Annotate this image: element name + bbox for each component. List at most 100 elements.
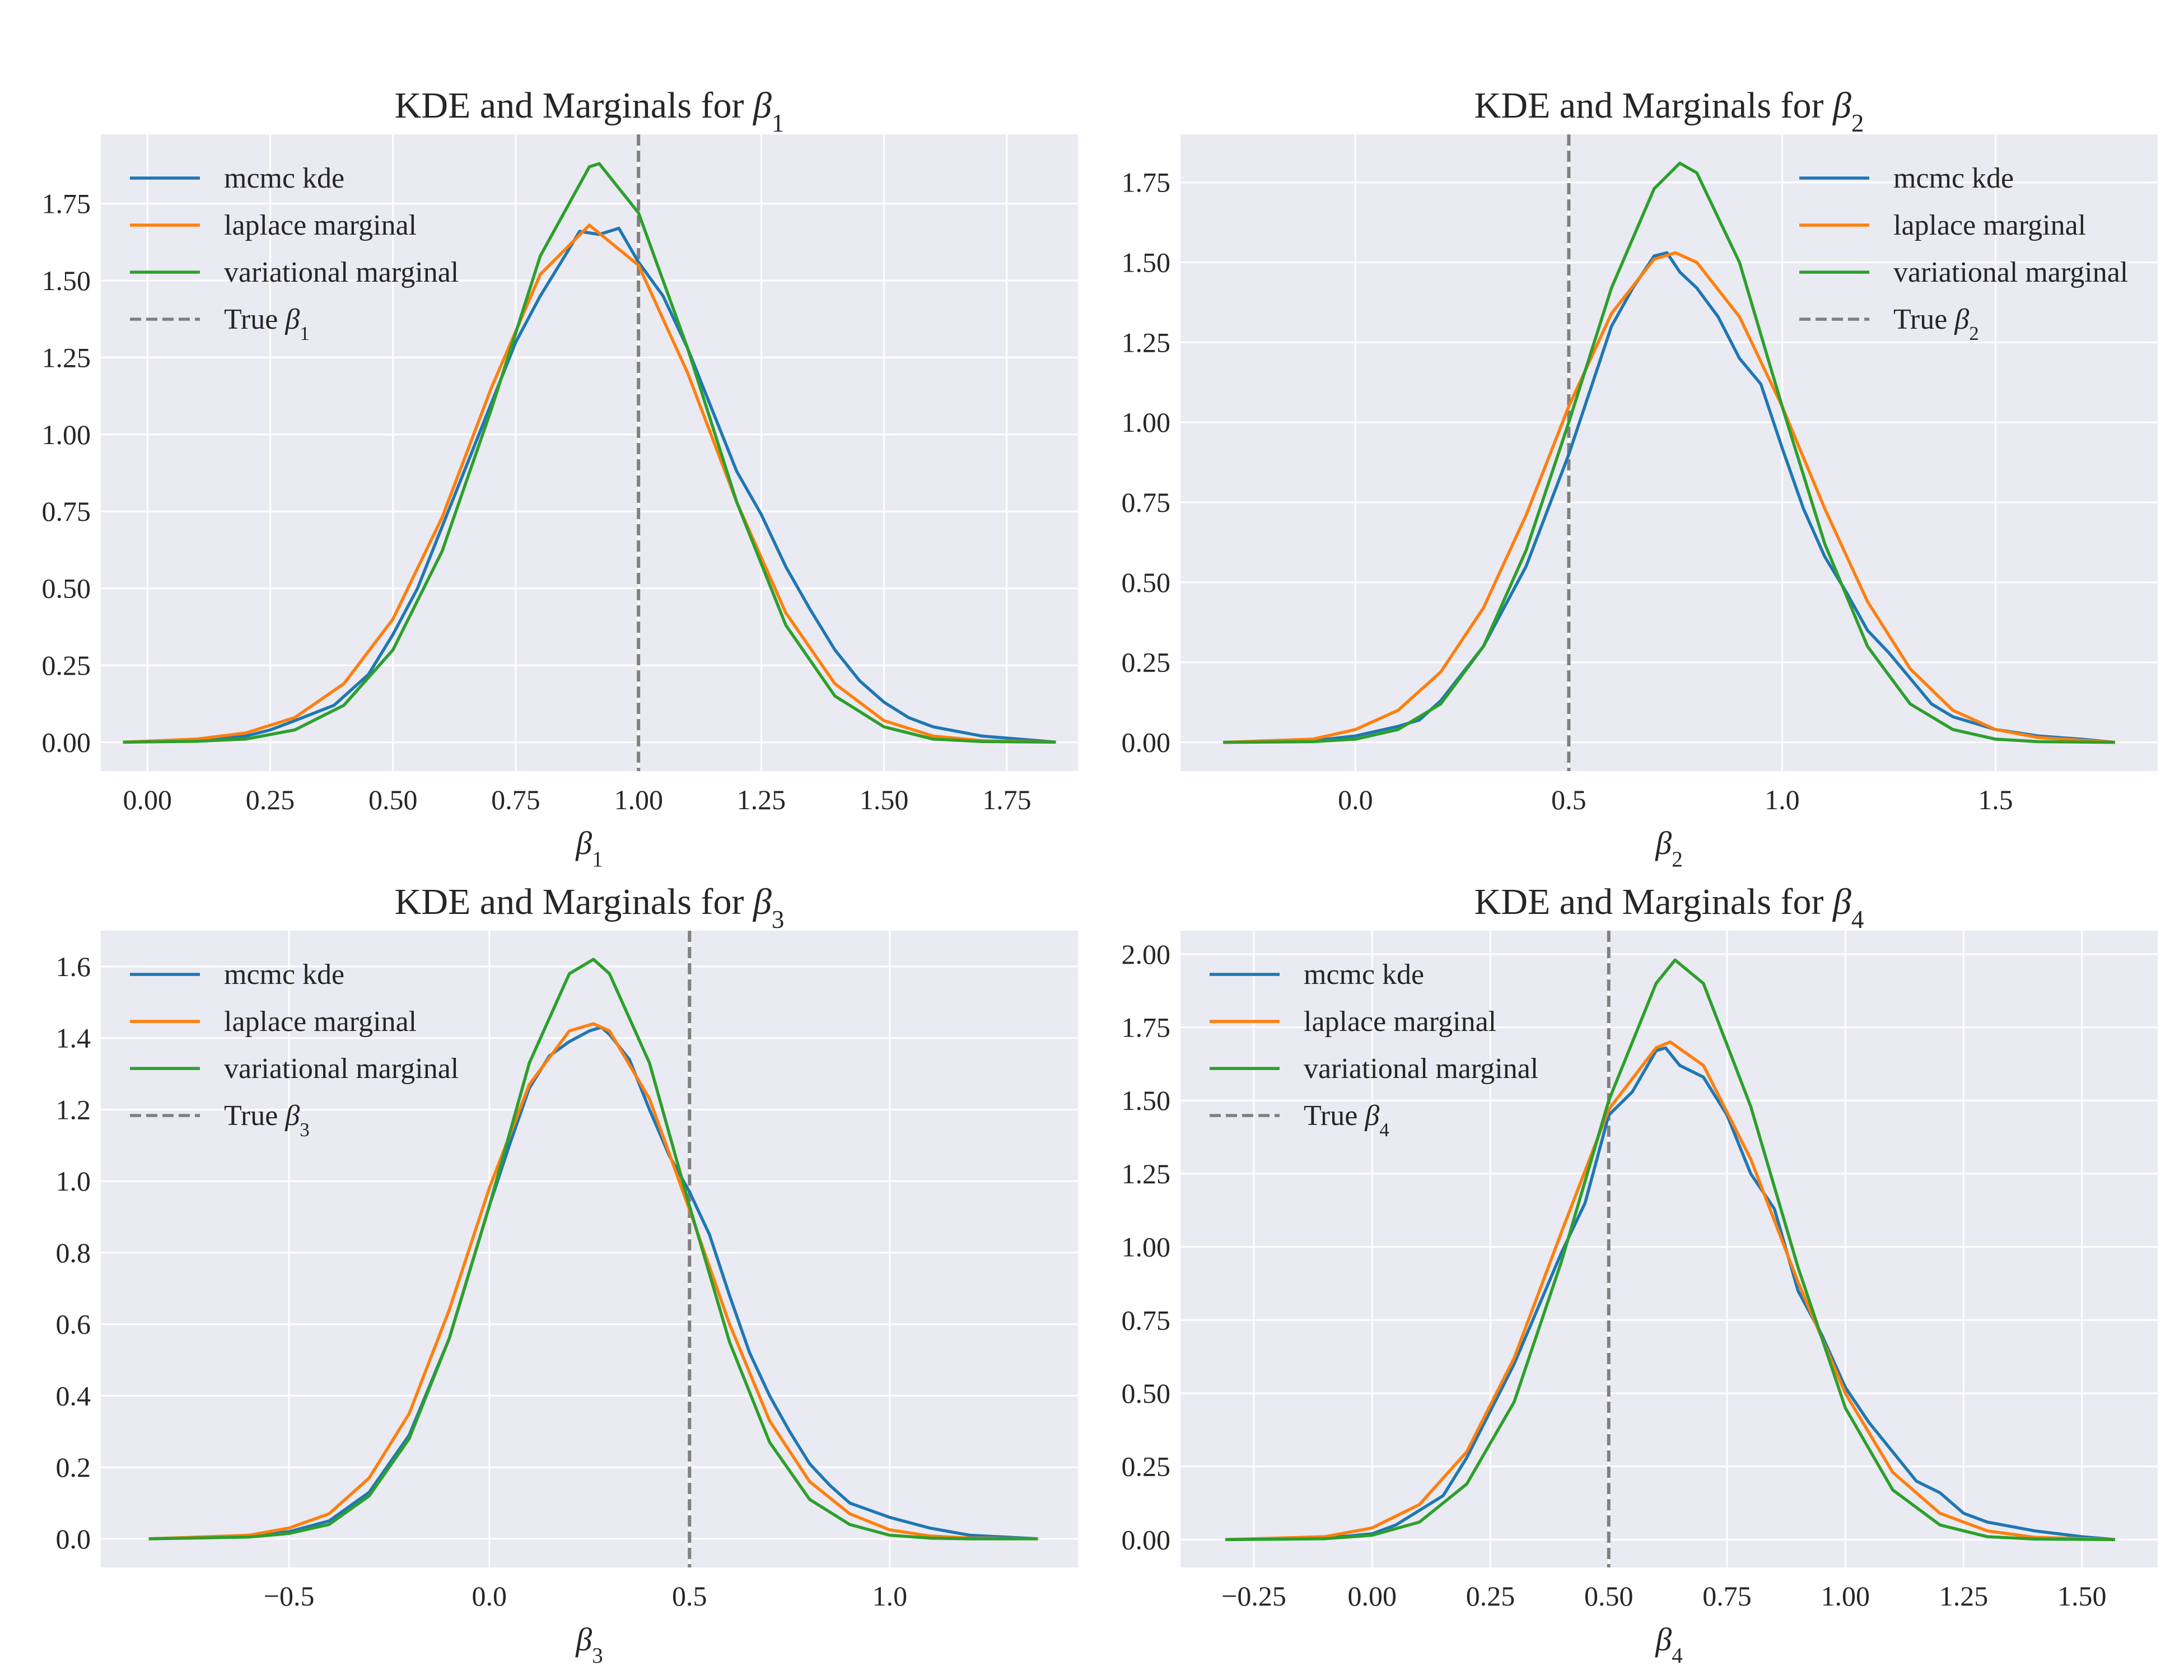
series-line-variational-marginal <box>148 958 1038 1541</box>
y-tick-label: 0.0 <box>56 1523 91 1555</box>
x-tick-label: 1.50 <box>860 784 909 815</box>
y-tick-label: 1.50 <box>1122 1085 1171 1116</box>
legend-label: laplace marginal <box>224 1006 417 1038</box>
y-tick-label: 0.75 <box>1122 1304 1171 1336</box>
x-axis-label: β2 <box>1655 825 1682 871</box>
beta-symbol: β <box>284 304 300 335</box>
legend-label: variational marginal <box>1893 256 2128 288</box>
y-tick-label: 0.00 <box>1122 1524 1171 1555</box>
chart-panel-3: 0.0 0.2 0.4 0.6 0.8 1.0 1.2 1.4 1.6 −0.5 0.0 0.5 1.0… <box>56 881 1078 1668</box>
beta-subscript: 2 <box>1851 109 1864 137</box>
x-tick-label: 0.5 <box>1551 784 1586 815</box>
x-tick-label: 1.50 <box>2057 1580 2107 1612</box>
y-tick-label: 1.6 <box>56 951 91 982</box>
x-tick-label: 1.00 <box>614 784 663 815</box>
label-prefix: True <box>1893 304 1954 335</box>
x-tick-label: −0.5 <box>264 1580 315 1612</box>
legend-label: variational marginal <box>224 256 459 288</box>
beta-subscript: 2 <box>1969 323 1979 344</box>
x-tick-label: 1.0 <box>1765 784 1800 815</box>
label-prefix: KDE and Marginals for <box>395 85 753 126</box>
beta-symbol: β <box>1655 1621 1672 1658</box>
y-tick-label: 1.0 <box>56 1165 91 1197</box>
series-line-laplace-marginal <box>1223 251 2115 744</box>
y-tick-label: 1.75 <box>1122 1012 1171 1043</box>
beta-subscript: 1 <box>300 323 310 344</box>
y-tick-label: 0.25 <box>1122 647 1171 678</box>
chart-panel-4: 0.00 0.25 0.50 0.75 1.00 1.25 1.50 1.75 2.00 −0.2… <box>1122 881 2158 1668</box>
y-tick-label: 0.4 <box>56 1380 91 1411</box>
x-tick-label: 1.75 <box>982 784 1032 815</box>
x-tick-label: 1.25 <box>737 784 786 815</box>
x-tick-label: −0.25 <box>1221 1580 1286 1612</box>
legend-label: laplace marginal <box>1893 209 2086 241</box>
beta-subscript: 3 <box>592 1644 603 1668</box>
beta-symbol: β <box>1832 881 1851 922</box>
beta-symbol: β <box>284 1100 300 1132</box>
chart-panels: 0.00 0.25 0.50 0.75 1.00 1.25 1.50 1.75 0.00 0.25… <box>42 85 2158 1668</box>
y-tick-label: 1.75 <box>42 188 91 220</box>
label-prefix: KDE and Marginals for <box>395 881 753 922</box>
beta-symbol: β <box>575 825 592 861</box>
legend-label: mcmc kde <box>224 162 344 194</box>
plot-area <box>101 931 1078 1567</box>
y-tick-label: 1.50 <box>42 265 91 296</box>
beta-symbol: β <box>575 1621 592 1658</box>
label-prefix: True <box>1304 1100 1365 1132</box>
y-tick-label: 0.00 <box>1122 727 1171 758</box>
legend-label: True β2 <box>1893 304 1979 344</box>
y-tick-label: 0.00 <box>42 726 91 758</box>
y-tick-label: 0.25 <box>1122 1451 1171 1482</box>
y-tick-label: 1.50 <box>1122 247 1171 278</box>
beta-symbol: β <box>1655 825 1672 861</box>
y-tick-label: 1.00 <box>42 419 91 450</box>
y-tick-label: 0.75 <box>42 496 91 527</box>
y-tick-label: 1.2 <box>56 1094 91 1125</box>
legend-label: laplace marginal <box>224 209 417 241</box>
y-tick-label: 0.50 <box>1122 567 1171 598</box>
beta-subscript: 3 <box>772 906 785 934</box>
x-tick-label: 0.25 <box>246 784 295 815</box>
x-axis-label: β3 <box>575 1621 603 1668</box>
series-lines <box>148 958 1038 1541</box>
x-tick-label: 1.5 <box>1978 784 2013 815</box>
chart-title: KDE and Marginals for β4 <box>1474 881 1864 934</box>
y-tick-label: 1.00 <box>1122 1231 1171 1263</box>
series-lines <box>1223 161 2116 744</box>
legend-label: laplace marginal <box>1304 1006 1496 1038</box>
beta-subscript: 4 <box>1379 1119 1389 1141</box>
series-line-mcmc-kde <box>1225 1046 2116 1542</box>
x-tick-label: 0.0 <box>1338 784 1373 815</box>
beta-symbol: β <box>1954 304 1969 335</box>
label-prefix: True <box>224 304 285 335</box>
legend: mcmc kde laplace marginal variational marg… <box>130 959 459 1141</box>
y-tick-label: 0.8 <box>56 1237 91 1268</box>
beta-symbol: β <box>1364 1100 1379 1132</box>
chart-panel-2: 0.00 0.25 0.50 0.75 1.00 1.25 1.50 1.75 0.0 0.5 1.… <box>1122 85 2158 871</box>
beta-subscript: 4 <box>1672 1644 1683 1668</box>
label-prefix: KDE and Marginals for <box>1474 881 1833 922</box>
legend: mcmc kde laplace marginal variational marg… <box>130 162 459 344</box>
y-tick-label: 1.75 <box>1122 167 1171 198</box>
y-tick-label: 1.00 <box>1122 407 1171 438</box>
chart-title: KDE and Marginals for β1 <box>395 85 785 137</box>
x-axis-label: β4 <box>1655 1621 1682 1668</box>
y-tick-label: 1.4 <box>56 1023 91 1054</box>
beta-subscript: 1 <box>592 847 603 871</box>
series-line-variational-marginal <box>123 162 1056 744</box>
chart-title: KDE and Marginals for β2 <box>1474 85 1864 137</box>
legend-label: True β1 <box>224 304 310 344</box>
x-tick-label: 0.0 <box>472 1580 507 1612</box>
x-axis-label: β1 <box>575 825 603 871</box>
beta-subscript: 3 <box>300 1119 310 1141</box>
series-line-laplace-marginal <box>148 1022 1038 1541</box>
beta-symbol: β <box>752 85 772 126</box>
y-tick-label: 0.2 <box>56 1452 91 1483</box>
y-tick-label: 1.25 <box>42 342 91 373</box>
legend-label: True β3 <box>224 1100 310 1141</box>
x-tick-label: 0.25 <box>1466 1580 1515 1612</box>
beta-symbol: β <box>1832 85 1851 126</box>
legend-label: mcmc kde <box>224 959 344 991</box>
y-tick-label: 0.75 <box>1122 487 1171 518</box>
